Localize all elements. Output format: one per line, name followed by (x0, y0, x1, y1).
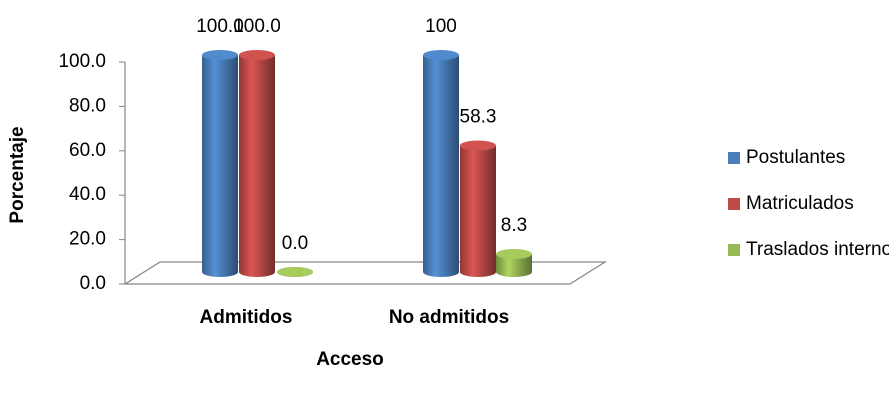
y-tick-label: 80.0 (69, 95, 106, 116)
cylinder-bottom (239, 267, 275, 277)
cylinder-top (239, 50, 275, 60)
cylinder-bottom (423, 267, 459, 277)
value-label: 100.0 (233, 16, 281, 37)
cylinder (423, 50, 459, 277)
floor (122, 261, 608, 285)
value-label: 100 (425, 16, 457, 37)
value-label: 8.3 (501, 215, 527, 236)
y-axis-title: Porcentaje (7, 126, 28, 223)
cylinder (202, 50, 238, 277)
cylinder-body (423, 55, 459, 272)
legend-swatch (728, 152, 740, 164)
cylinder-bottom (460, 267, 496, 277)
y-tick-label: 0.0 (80, 273, 106, 294)
legend-label: Postulantes (746, 147, 845, 168)
cylinder (277, 267, 313, 277)
cylinder-body (202, 55, 238, 272)
cylinder (496, 248, 532, 277)
legend-swatch (728, 198, 740, 210)
cylinder-top (277, 267, 313, 277)
cylinder (460, 140, 496, 277)
y-tick-label: 20.0 (69, 229, 106, 250)
cylinder-body (239, 55, 275, 272)
cylinder-top (423, 50, 459, 60)
x-axis-title: Acceso (316, 349, 384, 370)
cylinder-bottom (202, 267, 238, 277)
y-tick-label: 100.0 (58, 51, 106, 72)
cylinder-top (460, 140, 496, 151)
cylinder-top (202, 50, 238, 60)
cylinder-body (460, 145, 496, 272)
y-tick-label: 60.0 (69, 140, 106, 161)
cylinder-top (496, 248, 532, 259)
cylinder-body (496, 253, 532, 272)
legend-label: Matriculados (746, 193, 854, 214)
value-label: 100.0 (196, 16, 244, 37)
legend-label: Traslados internos (746, 239, 889, 260)
legend-swatch (728, 244, 740, 256)
x-tick-label: Admitidos (200, 307, 293, 328)
y-tick-label: 40.0 (69, 184, 106, 205)
x-tick-label: No admitidos (389, 307, 509, 328)
value-label: 58.3 (460, 107, 497, 128)
cylinder-bottom (496, 267, 532, 277)
value-label: 0.0 (282, 233, 308, 254)
cylinder (239, 50, 275, 277)
